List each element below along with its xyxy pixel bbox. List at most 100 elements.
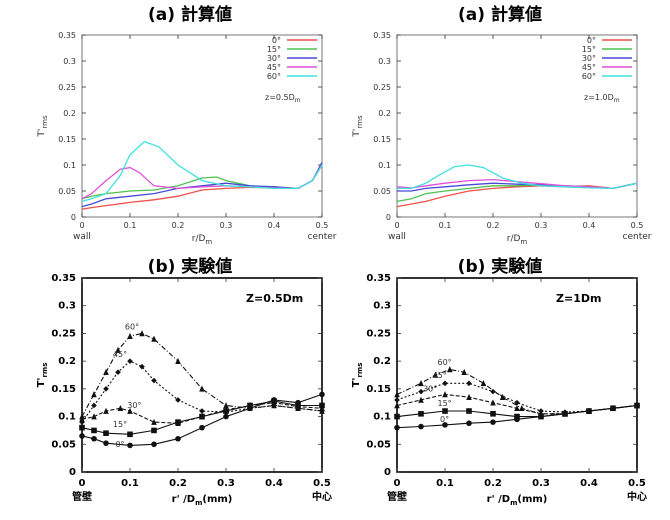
data-point — [461, 368, 467, 376]
panel-annotation: z=0.5Dm — [265, 93, 301, 104]
y-tick-label: 0 — [384, 467, 391, 478]
x-tick-label: 0.2 — [172, 221, 185, 230]
data-point — [115, 369, 121, 376]
series-3 — [396, 178, 638, 190]
y-tick-label: 0.1 — [373, 412, 391, 423]
x-axis-label: r' /Dm(mm) — [172, 494, 233, 507]
x-end-label-end: center — [623, 232, 652, 242]
y-tick-label: 0.15 — [366, 384, 391, 395]
data-point — [223, 413, 229, 420]
x-axis-label: r/Dm — [192, 234, 213, 246]
y-axis-label-sub: rms — [41, 115, 49, 129]
x-tick-label: 0 — [394, 478, 401, 489]
data-point — [199, 413, 205, 420]
data-point — [115, 346, 121, 353]
x-tick-label: 0.4 — [268, 221, 281, 230]
data-point — [151, 418, 157, 425]
inline-series-label: 30° — [423, 385, 437, 394]
x-tick-label: 0.2 — [487, 221, 500, 230]
data-point — [199, 385, 205, 392]
x-end-label-start: wall — [388, 232, 406, 242]
y-axis-label-main: T' — [37, 129, 47, 138]
x-tick-label: 0.1 — [436, 478, 454, 489]
series-line — [81, 164, 323, 200]
data-point — [175, 397, 181, 403]
y-tick-label: 0.1 — [63, 161, 76, 170]
series-line — [81, 140, 323, 203]
series-line — [81, 162, 323, 208]
x-tick-label: 0.4 — [265, 478, 283, 489]
y-axis-label: T'rms — [352, 115, 364, 138]
series-1 — [81, 164, 323, 200]
y-tick-label: 0.25 — [58, 83, 76, 92]
y-tick-label: 0.35 — [58, 31, 76, 40]
x-tick-label: 0.3 — [217, 478, 235, 489]
x-axis-label-main: r' /D — [172, 494, 195, 505]
inline-series-label: 45° — [433, 371, 447, 380]
data-point — [514, 404, 520, 412]
series-4 — [397, 164, 638, 190]
data-point — [490, 388, 496, 395]
data-point — [432, 371, 439, 378]
data-point — [79, 433, 85, 439]
y-tick-label: 0.3 — [63, 57, 76, 66]
data-point — [151, 441, 157, 448]
legend-label: 15° — [267, 45, 281, 54]
x-tick-label: 0 — [394, 221, 399, 230]
data-point — [199, 424, 205, 431]
series-4 — [79, 330, 325, 420]
data-point — [127, 442, 133, 449]
panel-annotation-main: Z=1Dm — [556, 292, 601, 305]
data-point — [418, 388, 424, 395]
data-point — [514, 413, 520, 420]
chart-panel-b2: (b) 実験値 0 0.05 0.1 0.15 0.2 0.25 0.3 0.35 0 0.1 0.2… — [351, 256, 647, 507]
data-point — [91, 413, 97, 420]
panel-annotation-sub: m — [295, 97, 301, 104]
x-axis-label: r/Dm — [507, 234, 528, 246]
x-end-label-end: 中心 — [312, 490, 332, 503]
data-point — [519, 404, 525, 412]
data-point — [418, 411, 424, 417]
y-tick-label: 0.25 — [51, 328, 76, 339]
data-point — [127, 407, 133, 414]
series-line — [396, 182, 638, 203]
series-line — [396, 182, 638, 208]
legend-label: 45° — [582, 63, 596, 72]
y-tick-label: 0.3 — [378, 57, 391, 66]
y-tick-label: 0.25 — [373, 83, 391, 92]
legend-label: 0° — [587, 36, 596, 45]
data-point — [447, 366, 453, 373]
chart-panel-a1: (a) 計算値 0 0.05 0.1 0.15 0.2 0.25 0.3 0.35 0 0.1 0.2… — [37, 4, 337, 246]
data-point — [394, 397, 400, 403]
inline-series-label: 15° — [113, 420, 127, 429]
data-point — [634, 402, 640, 409]
x-axis-label-main: r' /D — [487, 494, 510, 505]
panel-annotation-main: z=1.0D — [584, 93, 614, 102]
y-tick-label: 0.2 — [378, 109, 391, 118]
data-point — [151, 427, 157, 434]
series-4 — [394, 366, 640, 417]
data-point — [610, 404, 616, 412]
data-point — [175, 357, 181, 364]
data-point — [247, 404, 253, 412]
data-point — [514, 399, 520, 406]
panel-annotation-sub: m — [614, 97, 620, 104]
chart-title: (a) 計算値 — [458, 4, 542, 25]
data-point — [151, 335, 157, 342]
data-point — [139, 330, 145, 337]
data-point — [442, 408, 448, 414]
x-axis-label: r' /Dm(mm) — [487, 494, 548, 507]
legend-label: 30° — [267, 54, 281, 63]
chart-title: (a) 計算値 — [148, 4, 232, 25]
data-point — [394, 402, 400, 409]
y-tick-label: 0.25 — [366, 328, 391, 339]
y-tick-label: 0.05 — [51, 439, 76, 450]
data-point — [79, 424, 85, 431]
data-point — [79, 413, 85, 420]
series-line — [81, 332, 323, 417]
data-point — [394, 391, 400, 398]
y-tick-label: 0.35 — [366, 273, 391, 284]
data-point — [151, 377, 157, 384]
data-point — [538, 410, 544, 417]
